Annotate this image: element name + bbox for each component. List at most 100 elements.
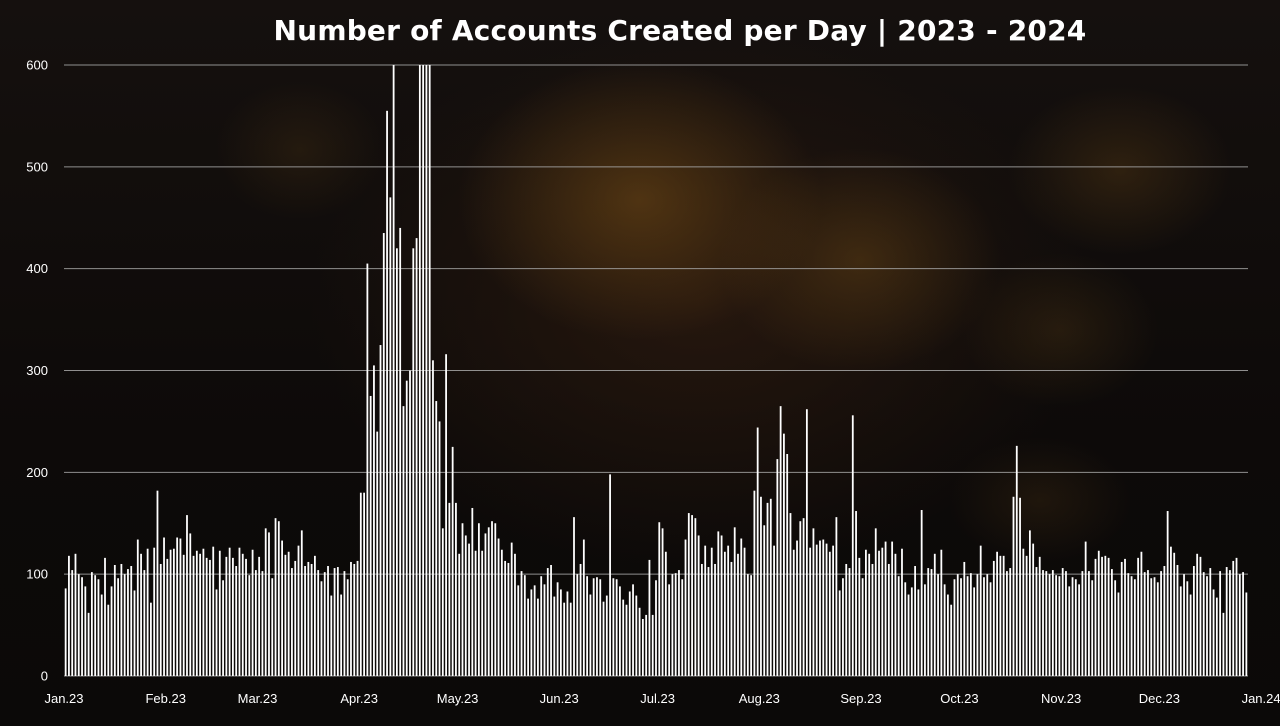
bar: [678, 570, 680, 676]
bar: [90, 572, 93, 676]
bar: [451, 446, 454, 677]
bar: [376, 431, 379, 676]
bar: [396, 248, 398, 677]
bar: [737, 553, 739, 676]
bar: [497, 538, 500, 676]
bar: [707, 567, 710, 676]
bar: [1153, 577, 1156, 676]
bar: [163, 537, 165, 676]
bar: [832, 545, 835, 676]
bar: [881, 547, 884, 676]
bar: [943, 584, 946, 676]
y-tick-label: 100: [26, 567, 48, 582]
bar: [1032, 543, 1035, 676]
bar: [812, 528, 815, 676]
bar: [1170, 546, 1172, 676]
bar: [756, 427, 759, 676]
bar: [953, 579, 956, 676]
bar: [353, 563, 356, 676]
bar: [1222, 612, 1225, 676]
x-tick-label: Sep.23: [840, 691, 881, 706]
y-tick-label: 300: [26, 363, 48, 378]
bar: [294, 560, 297, 676]
x-tick-label: Mar.23: [238, 691, 278, 706]
bar: [930, 569, 933, 676]
bar: [789, 513, 792, 676]
bar: [1143, 572, 1146, 676]
bar: [730, 561, 733, 676]
bar: [845, 563, 848, 676]
bar: [418, 65, 421, 676]
bar: [392, 65, 395, 676]
bar: [901, 548, 903, 676]
bar: [228, 547, 231, 676]
bar: [710, 547, 713, 676]
bar: [127, 569, 129, 676]
bar: [150, 602, 152, 676]
bar: [287, 551, 290, 676]
bar: [805, 409, 808, 676]
bar: [438, 421, 441, 676]
x-tick-label: Oct.23: [940, 691, 978, 706]
y-tick-label: 600: [26, 58, 48, 73]
bar: [192, 555, 195, 676]
bar: [271, 578, 274, 676]
bar: [1074, 579, 1077, 676]
bar: [327, 566, 329, 676]
bar: [1094, 558, 1097, 676]
bar: [1117, 592, 1120, 676]
bar: [878, 550, 880, 676]
bar: [363, 492, 365, 676]
bar: [248, 575, 251, 676]
bar: [937, 574, 939, 676]
bar: [104, 557, 106, 676]
bar: [232, 557, 234, 676]
bar: [746, 574, 749, 676]
bar: [740, 538, 743, 676]
bar: [189, 533, 192, 676]
bar: [1192, 566, 1195, 676]
x-tick-label: Apr.23: [340, 691, 378, 706]
bar: [986, 574, 989, 676]
bar: [822, 539, 825, 676]
bar: [838, 590, 841, 676]
bar: [569, 602, 572, 676]
bar: [530, 589, 533, 676]
x-tick-label: Jan.24: [1242, 691, 1280, 706]
bar: [979, 545, 982, 676]
bar: [1124, 558, 1126, 676]
bar: [1081, 571, 1084, 676]
bar: [553, 596, 556, 676]
bar: [1035, 567, 1038, 676]
bar: [366, 263, 369, 676]
bar: [487, 527, 490, 676]
x-tick-label: Dec.23: [1139, 691, 1180, 706]
bar: [819, 540, 821, 676]
bar: [1160, 571, 1162, 676]
bar: [448, 502, 451, 676]
bar: [1186, 581, 1189, 676]
bar: [835, 517, 838, 676]
x-tick-label: May.23: [437, 691, 479, 706]
bar: [989, 582, 992, 676]
bar: [225, 556, 228, 676]
bar: [261, 571, 264, 676]
x-tick-label: Aug.23: [739, 691, 780, 706]
bar: [468, 543, 470, 676]
bar: [648, 559, 651, 676]
bar: [579, 563, 582, 676]
bar: [668, 584, 671, 676]
bar: [543, 584, 546, 676]
bar: [1114, 580, 1117, 676]
bar: [602, 601, 605, 676]
bar: [245, 558, 247, 676]
bar: [182, 554, 185, 676]
bar: [874, 528, 877, 676]
bar: [215, 589, 218, 676]
x-tick-label: Feb.23: [145, 691, 185, 706]
bar: [415, 238, 418, 676]
bar: [110, 586, 113, 676]
bar: [651, 614, 654, 676]
bar: [609, 474, 611, 676]
